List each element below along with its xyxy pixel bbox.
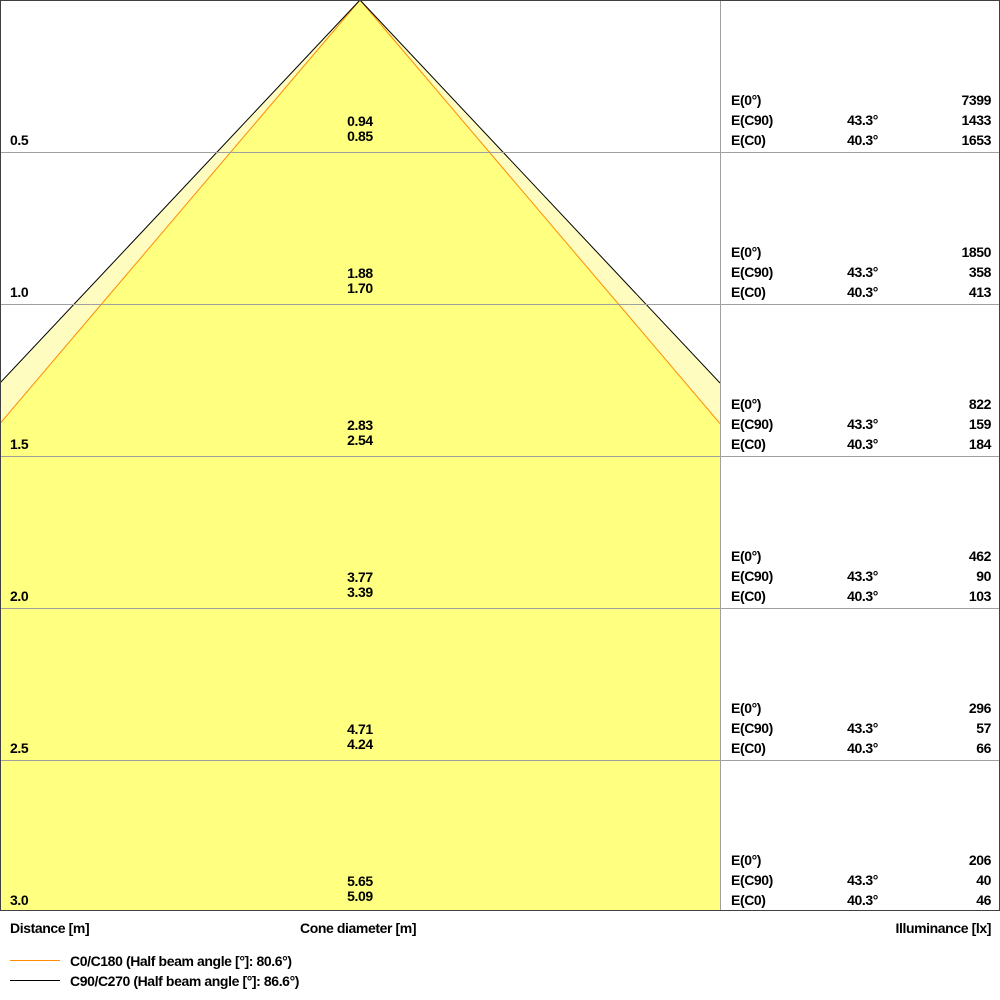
diameter-c90-label: 2.83 (347, 417, 373, 433)
diameter-c90-label: 3.77 (347, 569, 373, 585)
x-axis-label: Cone diameter [m] (300, 920, 417, 936)
ec90-angle: 43.3° (847, 264, 878, 280)
diameter-c90-label: 1.88 (347, 265, 373, 281)
ec0-label: E(C0) (731, 740, 766, 756)
ec90-label: E(C90) (731, 416, 773, 432)
ec90-value: 358 (968, 264, 992, 280)
ec90-label: E(C90) (731, 720, 773, 736)
ec0-value: 66 (976, 740, 991, 756)
diameter-c0-label: 0.85 (347, 128, 373, 144)
e0-label: E(0°) (731, 548, 762, 564)
diameter-c0-label: 3.39 (347, 584, 373, 600)
cone-c90-line (0, 0, 720, 384)
ec0-label: E(C0) (731, 436, 766, 452)
diameter-c0-label: 2.54 (347, 432, 373, 448)
ec90-label: E(C90) (731, 872, 773, 888)
legend-c90-line (10, 980, 60, 981)
distance-tick-label: 1.5 (10, 436, 29, 452)
ec90-angle: 43.3° (847, 872, 878, 888)
ec0-angle: 40.3° (847, 588, 878, 604)
legend-c0-label: C0/C180 (Half beam angle [°]: 80.6°) (70, 953, 292, 969)
ec0-label: E(C0) (731, 892, 766, 908)
ec90-angle: 43.3° (847, 720, 878, 736)
e0-value: 1850 (961, 244, 991, 260)
ec0-value: 103 (968, 588, 992, 604)
distance-tick-label: 0.5 (10, 132, 29, 148)
e0-value: 7399 (961, 92, 991, 108)
legend-c90-label: C90/C270 (Half beam angle [°]: 86.6°) (70, 973, 300, 989)
diameter-c90-label: 4.71 (347, 721, 373, 737)
cone-c0-area (0, 0, 720, 910)
ec90-value: 40 (976, 872, 991, 888)
distance-tick-label: 3.0 (10, 892, 29, 908)
ec90-angle: 43.3° (847, 568, 878, 584)
ec90-angle: 43.3° (847, 112, 878, 128)
diameter-c0-label: 1.70 (347, 280, 373, 296)
ec90-label: E(C90) (731, 568, 773, 584)
illuminance-label: Illuminance [lx] (895, 920, 991, 936)
ec90-label: E(C90) (731, 112, 773, 128)
e0-label: E(0°) (731, 852, 762, 868)
ec0-angle: 40.3° (847, 740, 878, 756)
diameter-c90-label: 0.94 (347, 113, 373, 129)
diameter-c0-label: 5.09 (347, 888, 373, 904)
diameter-c90-label: 5.65 (347, 873, 373, 889)
diameter-c0-label: 4.24 (347, 736, 373, 752)
e0-label: E(0°) (731, 700, 762, 716)
ec0-label: E(C0) (731, 588, 766, 604)
e0-label: E(0°) (731, 92, 762, 108)
ec0-value: 184 (968, 436, 992, 452)
ec0-label: E(C0) (731, 284, 766, 300)
distance-tick-label: 2.0 (10, 588, 29, 604)
y-axis-label: Distance [m] (10, 920, 90, 936)
ec0-angle: 40.3° (847, 284, 878, 300)
ec0-angle: 40.3° (847, 436, 878, 452)
e0-value: 462 (968, 548, 992, 564)
legend-c0-line (10, 960, 60, 961)
ec0-angle: 40.3° (847, 132, 878, 148)
ec0-label: E(C0) (731, 132, 766, 148)
ec0-angle: 40.3° (847, 892, 878, 908)
ec90-value: 90 (976, 568, 991, 584)
e0-label: E(0°) (731, 244, 762, 260)
ec90-angle: 43.3° (847, 416, 878, 432)
ec0-value: 413 (968, 284, 992, 300)
ec90-value: 1433 (961, 112, 991, 128)
ec0-value: 1653 (961, 132, 991, 148)
ec90-value: 57 (976, 720, 991, 736)
distance-tick-label: 1.0 (10, 284, 29, 300)
e0-value: 296 (968, 700, 992, 716)
e0-value: 206 (968, 852, 992, 868)
distance-tick-label: 2.5 (10, 740, 29, 756)
e0-label: E(0°) (731, 396, 762, 412)
ec90-value: 159 (968, 416, 992, 432)
ec0-value: 46 (976, 892, 991, 908)
e0-value: 822 (968, 396, 992, 412)
ec90-label: E(C90) (731, 264, 773, 280)
cone-c0-line (0, 0, 720, 424)
